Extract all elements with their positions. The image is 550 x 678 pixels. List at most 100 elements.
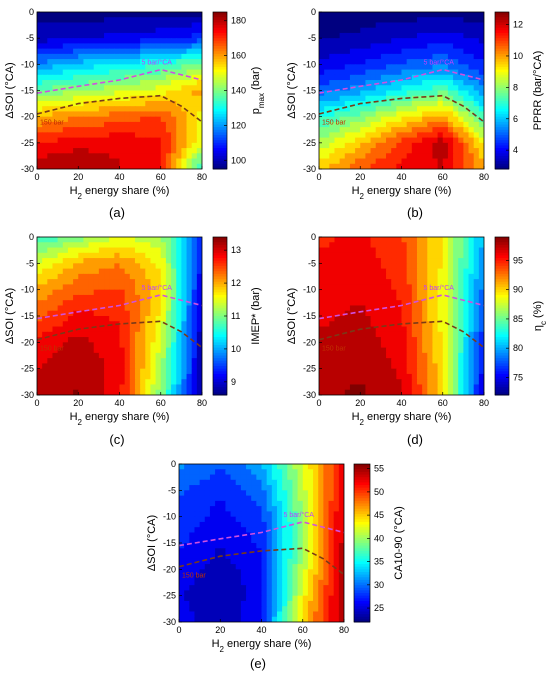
heatmap-cell [473,90,480,97]
colorbar-segment [213,53,227,57]
heatmap-cell [209,564,216,570]
heatmap-cell [411,252,418,259]
heatmap-cell [73,121,79,128]
heatmap-cell [196,148,202,154]
heatmap-cell [307,564,314,570]
heatmap-cell [160,100,167,107]
heatmap-cell [47,368,54,375]
heatmap-cell [73,263,79,270]
x-tick-label: 40 [114,172,124,182]
heatmap-cell [437,384,444,391]
heatmap-cell [386,289,392,296]
heatmap-cell [98,316,105,322]
heatmap-cell [129,137,136,144]
heatmap-cell [67,252,74,259]
heatmap-cell [196,48,202,55]
heatmap-cell [52,27,59,34]
colorbar-segment [495,43,509,47]
heatmap-cell [104,132,110,139]
heatmap-cell [124,80,131,86]
heatmap-cell [453,142,459,149]
colorbar-segment [213,318,227,322]
heatmap-cell [171,247,177,254]
heatmap-cell [297,464,304,470]
heatmap-cell [427,100,434,107]
heatmap-cell [391,279,397,285]
heatmap-cell [134,158,141,165]
heatmap-cell [57,289,64,296]
heatmap-cell [422,38,428,44]
heatmap-cell [365,64,372,71]
heatmap-cell [401,342,408,349]
heatmap-cell [98,127,105,133]
heatmap-cell [386,64,392,71]
heatmap-cell [186,153,193,160]
heatmap-cell [261,485,268,491]
heatmap-cell [416,74,423,81]
heatmap-cell [339,373,346,380]
colorbar-segment [213,371,227,375]
heatmap-cell [334,284,341,291]
heatmap-cell [422,137,428,144]
heatmap-cell [186,142,193,149]
heatmap-cell [406,305,413,312]
heatmap-cell [88,368,95,375]
heatmap-cell [302,543,309,549]
heatmap-cell [411,321,418,328]
heatmap-cell [165,137,172,144]
heatmap-cell [406,121,413,128]
heatmap-cell [184,564,190,570]
heatmap-cell [370,300,377,307]
heatmap-cell [78,373,85,380]
heatmap-cell [333,548,340,555]
heatmap-cell [447,100,454,107]
heatmap-cell [468,59,475,65]
heatmap-cell [155,268,162,275]
heatmap-cell [256,500,263,507]
heatmap-cell [230,516,237,523]
heatmap-cell [83,242,90,249]
heatmap-cell [88,273,95,280]
heatmap-cell [88,48,95,55]
heatmap-cell [47,263,54,270]
heatmap-cell [246,548,252,555]
heatmap-cell [447,158,454,165]
heatmap-cell [171,279,177,285]
colorbar-tick-label: 75 [513,372,523,382]
heatmap-cell [114,64,121,71]
heatmap-cell [119,80,126,86]
heatmap-cell [52,258,59,264]
colorbar-segment [213,366,227,370]
heatmap-cell [189,574,196,581]
heatmap-cell [386,363,392,370]
heatmap-cell [83,352,90,359]
heatmap-cell [297,574,304,581]
heatmap-cell [313,516,319,523]
colorbar-segment [213,326,227,330]
heatmap-cell [437,310,444,317]
heatmap-cell [88,64,95,71]
heatmap-cell [134,316,141,322]
heatmap-cell [67,74,74,81]
heatmap-cell [313,564,319,570]
heatmap-cell [266,485,273,491]
colorbar-segment [495,14,509,18]
heatmap-cell [453,316,459,322]
heatmap-cell [93,263,100,270]
heatmap-cell [437,305,444,312]
heatmap-cell [189,495,196,502]
colorbar-segment [213,310,227,314]
heatmap-cell [406,289,413,296]
heatmap-cell [57,59,64,65]
colorbar-segment [213,289,227,293]
heatmap-cell [73,321,79,328]
heatmap-cell [416,106,423,113]
heatmap-cell [329,163,336,169]
heatmap-cell [344,337,351,343]
heatmap-cell [458,148,464,154]
heatmap-cell [119,43,126,50]
heatmap-cell [191,373,198,380]
heatmap-cell [360,284,367,291]
heatmap-cell [406,85,413,92]
heatmap-cell [134,263,141,270]
